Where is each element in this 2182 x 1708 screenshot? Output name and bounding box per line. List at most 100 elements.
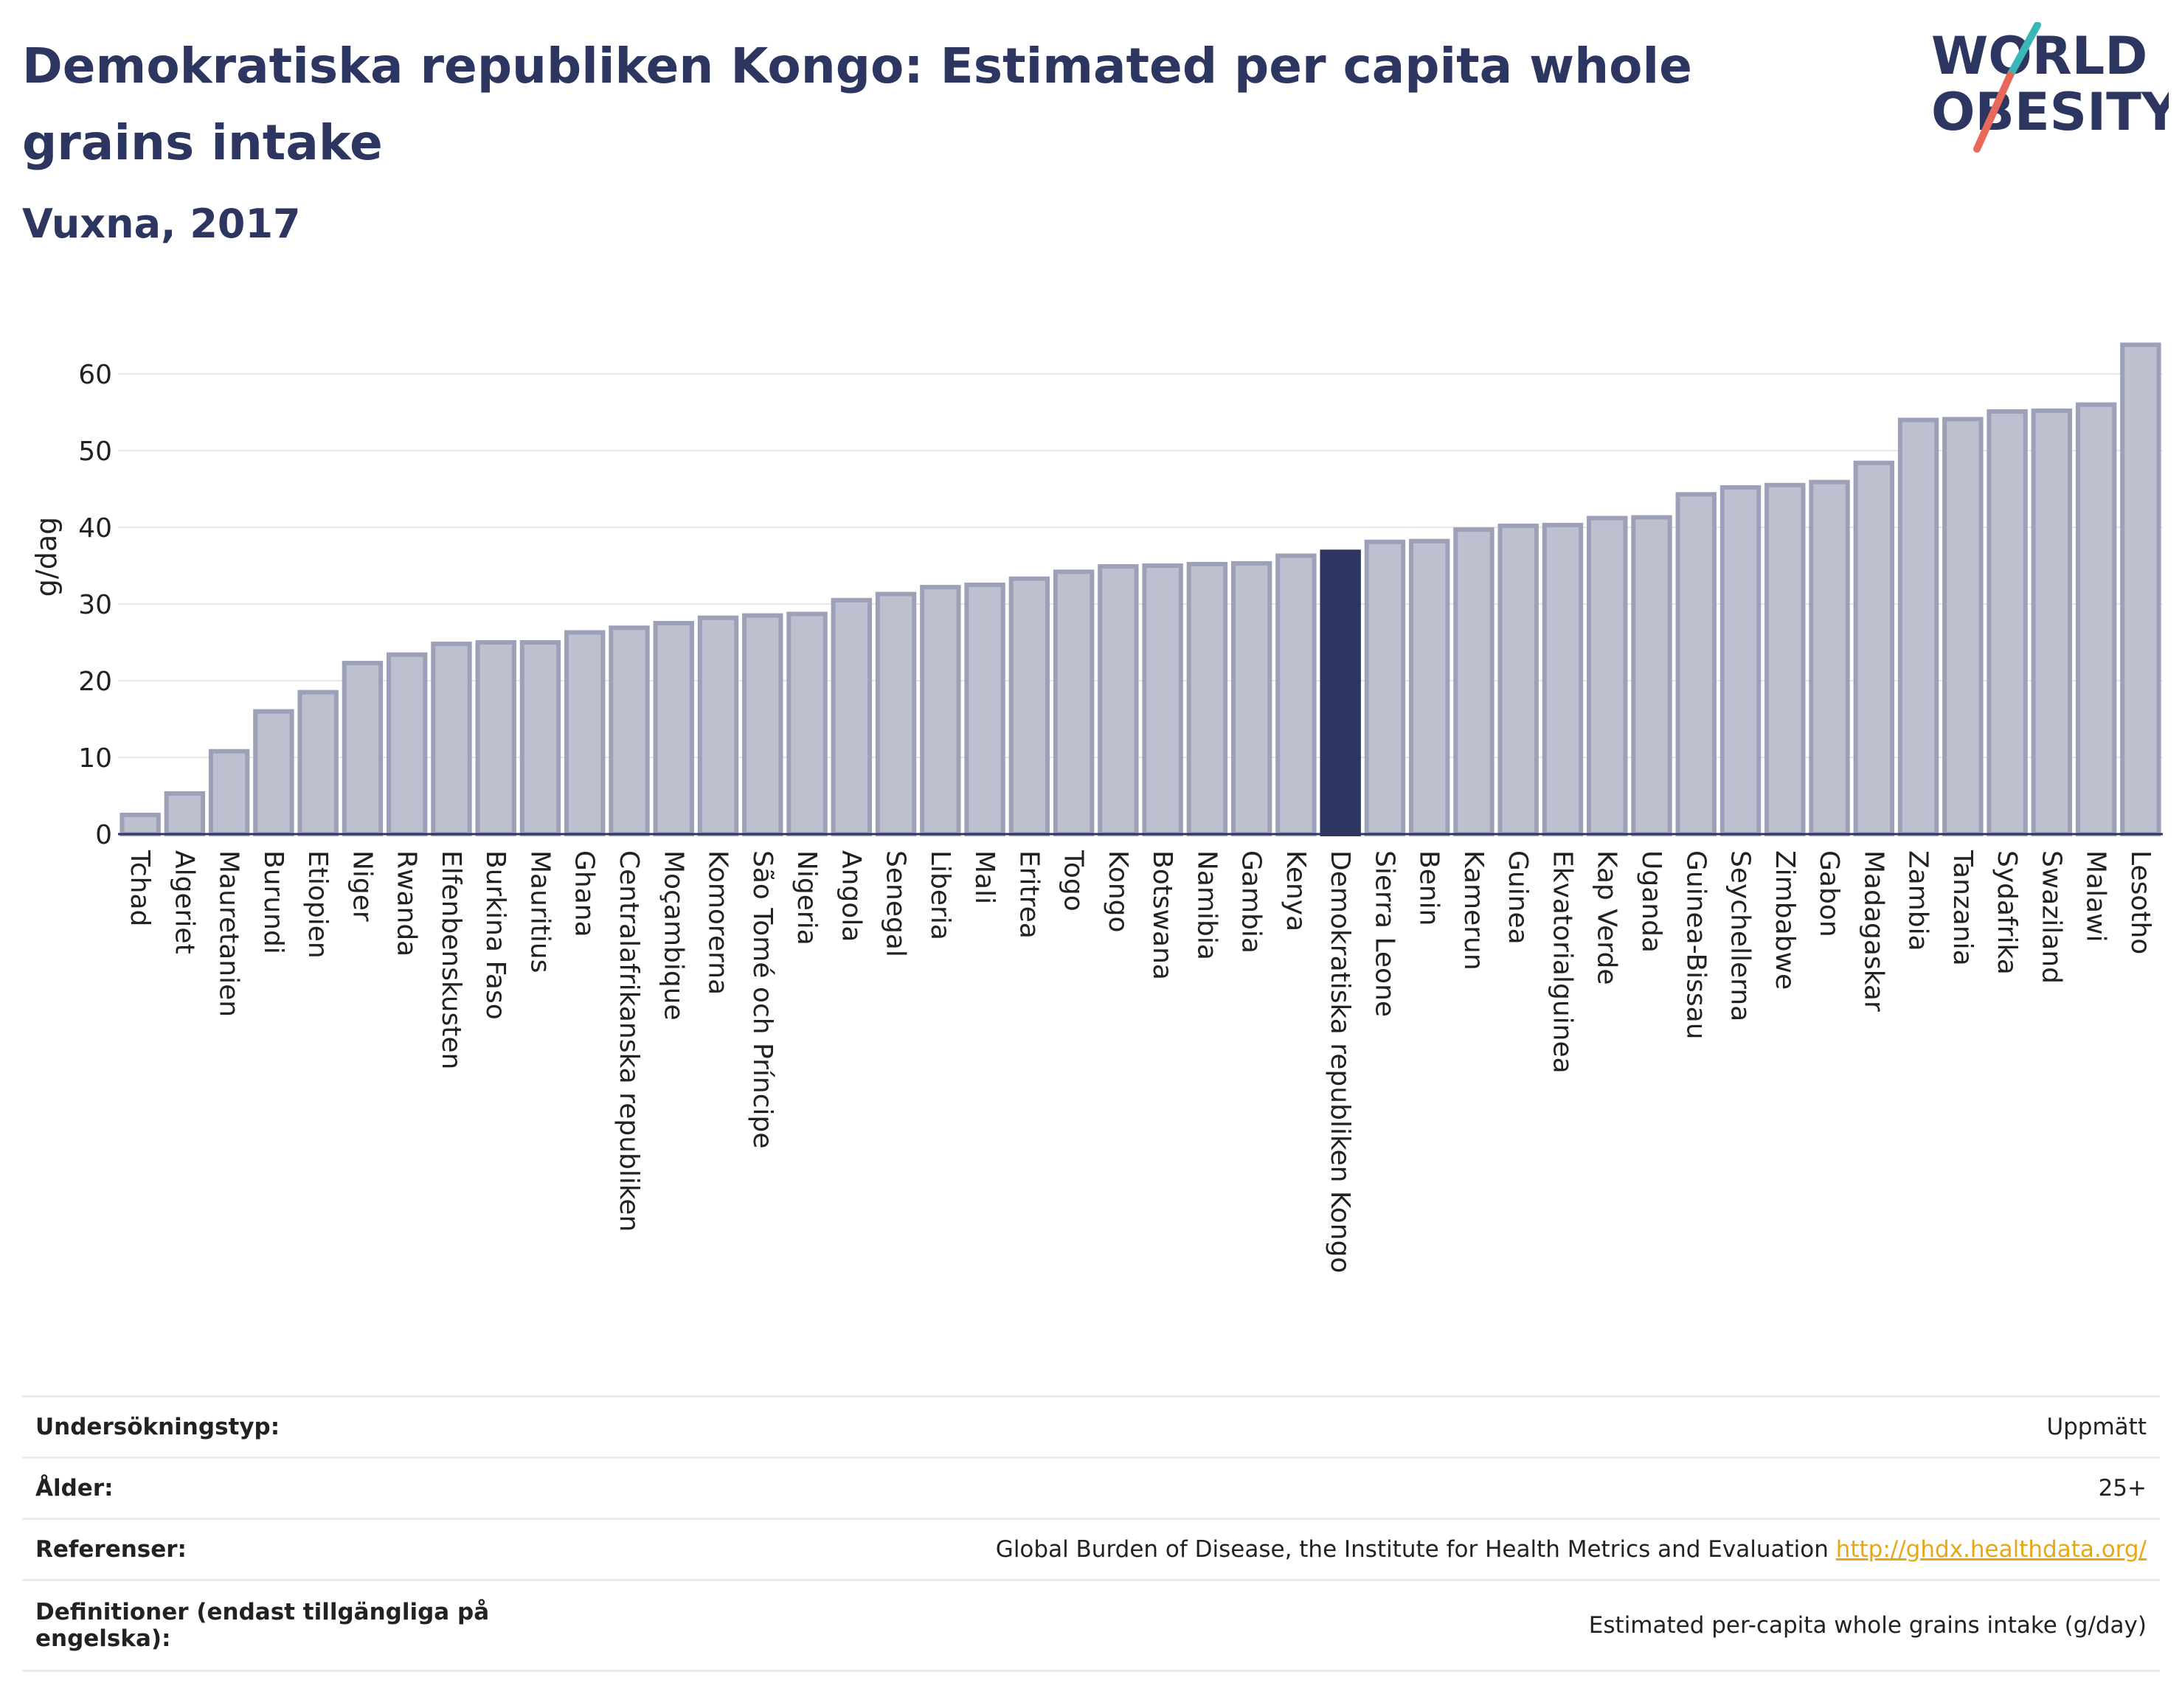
info-row-survey-type: Undersökningstyp: Uppmätt <box>22 1396 2160 1458</box>
x-tick-label: Zambia <box>1903 850 1933 951</box>
bar <box>1142 563 1183 836</box>
bar <box>1719 485 1762 836</box>
x-tick-label: Madagaskar <box>1858 850 1888 1012</box>
bar <box>1809 479 1850 836</box>
y-tick-label: 0 <box>95 820 112 850</box>
x-tick-label: Mali <box>969 850 1000 904</box>
x-tick-label: Namibia <box>1191 850 1222 960</box>
logo-slash-red <box>1973 72 2014 153</box>
bar <box>1497 523 1539 836</box>
bar <box>386 652 428 837</box>
x-tick-label: Kongo <box>1103 850 1133 933</box>
info-value: Estimated per-capita whole grains intake… <box>1588 1612 2147 1639</box>
bar <box>120 813 161 836</box>
info-label: Ålder: <box>35 1475 114 1502</box>
x-tick-label: Centralafrikanska republiken <box>614 850 644 1232</box>
bar <box>2031 408 2073 836</box>
world-obesity-logo: WORLD OBESITY <box>1931 22 2169 153</box>
y-axis-ticks: 0 10 20 30 40 50 60 <box>78 360 112 850</box>
x-tick-label: Kamerun <box>1458 850 1489 971</box>
bar <box>1631 515 1672 836</box>
bar <box>253 709 294 836</box>
info-table: Undersökningstyp: Uppmätt Ålder: 25+ Ref… <box>22 1395 2160 1672</box>
bar <box>1186 561 1228 836</box>
bar <box>653 621 694 836</box>
x-tick-label: Eritrea <box>1014 850 1044 939</box>
bar <box>1987 409 2028 836</box>
y-axis-label: g/dag <box>30 517 63 597</box>
x-tick-label: Burundi <box>258 850 288 954</box>
x-tick-label: Guinea-Bissau <box>1680 850 1711 1040</box>
bar <box>920 585 961 836</box>
x-axis-labels: Tchad Algeriet Mauretanien Burundi Etiopien N… <box>125 850 2155 1273</box>
x-tick-label: Seychellerna <box>1725 850 1756 1021</box>
reference-link[interactable]: http://ghdx.healthdata.org/ <box>1835 1536 2147 1563</box>
chart-title: Demokratiska republiken Kongo: Estimated… <box>22 38 1692 171</box>
x-tick-label: Ekvatorialguinea <box>1547 850 1577 1074</box>
bar <box>164 791 206 837</box>
y-tick-label: 10 <box>78 743 112 774</box>
bars <box>120 342 2161 837</box>
x-tick-label: Angola <box>836 850 866 942</box>
logo-slash-teal <box>2006 22 2041 79</box>
x-tick-label: Mauritius <box>524 850 555 973</box>
x-tick-label: Tchad <box>125 850 155 926</box>
info-label: Definitioner (endast tillgängliga på eng… <box>35 1599 490 1652</box>
x-tick-label: São Tomé och Príncipe <box>747 850 777 1149</box>
bar <box>208 749 250 836</box>
x-tick-label: Demokratiska republiken Kongo <box>1325 850 1355 1273</box>
x-tick-label: Komorerna <box>703 850 733 995</box>
x-tick-label: Kenya <box>1281 850 1311 931</box>
x-tick-label: Zimbabwe <box>1770 850 1800 990</box>
x-tick-label: Gambia <box>1236 850 1267 954</box>
bar <box>1364 539 1406 836</box>
bar <box>1542 522 1584 836</box>
bar <box>1764 482 1806 836</box>
bar <box>964 583 1005 836</box>
x-tick-label: Mauretanien <box>214 850 244 1017</box>
bar <box>609 625 650 836</box>
bar <box>786 611 828 837</box>
bar <box>431 642 472 837</box>
chart-subtitle: Vuxna, 2017 <box>22 201 301 247</box>
x-tick-label: Sydafrika <box>1992 850 2022 975</box>
x-tick-label: Liberia <box>925 850 955 940</box>
x-tick-label: Burkina Faso <box>480 850 510 1020</box>
info-value: Global Burden of Disease, the Institute … <box>995 1536 1829 1563</box>
y-tick-label: 60 <box>78 360 112 390</box>
bar <box>1587 515 1628 837</box>
x-tick-label: Algeriet <box>169 850 199 954</box>
bar <box>2075 402 2117 836</box>
bar <box>697 615 739 836</box>
bar <box>1408 538 1450 836</box>
x-tick-label: Lesotho <box>2125 850 2155 954</box>
y-tick-label: 40 <box>78 513 112 544</box>
bar-highlight <box>1320 549 1361 837</box>
y-tick-label: 30 <box>78 590 112 620</box>
bar <box>1942 417 1984 836</box>
info-row-age: Ålder: 25+ <box>22 1457 2160 1519</box>
x-tick-label: Benin <box>1414 850 1444 926</box>
bar <box>1897 417 1939 836</box>
bar-chart: 0 10 20 30 40 50 60 Tchad Algeriet Mauretanien Bu… <box>30 342 2163 1273</box>
x-tick-label: Sierra Leone <box>1369 850 1399 1017</box>
x-tick-label: Niger <box>347 850 377 922</box>
x-tick-label: Elfenbenskusten <box>436 850 466 1069</box>
x-tick-label: Ghana <box>569 850 600 937</box>
bar <box>1008 576 1050 836</box>
bar <box>475 640 516 836</box>
x-tick-label: Togo <box>1059 850 1089 912</box>
bar <box>742 613 783 836</box>
y-tick-label: 50 <box>78 437 112 467</box>
y-tick-label: 20 <box>78 667 112 697</box>
info-label: Referenser: <box>35 1536 187 1563</box>
x-tick-label: Rwanda <box>392 850 422 957</box>
bar <box>519 640 561 836</box>
x-tick-label: Tanzania <box>1947 850 1978 966</box>
info-value: 25+ <box>2098 1475 2147 1502</box>
x-tick-label: Malawi <box>2081 850 2111 942</box>
x-tick-label: Swaziland <box>2036 850 2066 984</box>
bar <box>297 690 339 836</box>
x-tick-label: Uganda <box>1636 850 1666 953</box>
x-tick-label: Etiopien <box>302 850 333 959</box>
